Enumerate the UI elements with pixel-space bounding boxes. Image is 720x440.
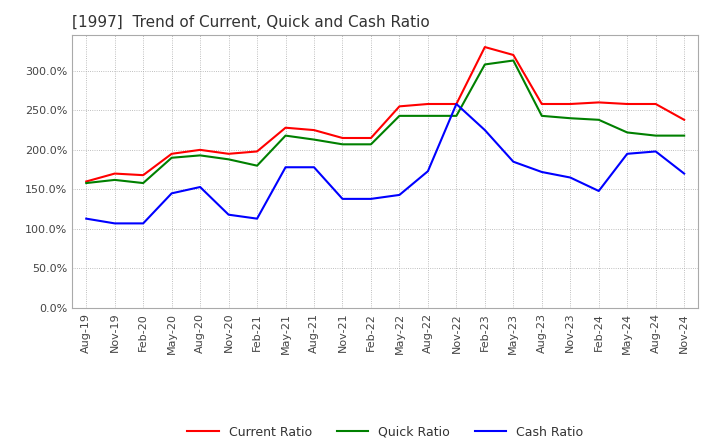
Cash Ratio — [82, 216, 91, 221]
Cash Ratio — [452, 101, 461, 106]
Cash Ratio — [366, 196, 375, 202]
Quick Ratio — [225, 157, 233, 162]
Quick Ratio — [139, 180, 148, 186]
Quick Ratio — [652, 133, 660, 138]
Quick Ratio — [196, 153, 204, 158]
Cash Ratio — [338, 196, 347, 202]
Cash Ratio — [509, 159, 518, 165]
Cash Ratio — [652, 149, 660, 154]
Quick Ratio — [310, 137, 318, 142]
Cash Ratio — [167, 191, 176, 196]
Quick Ratio — [480, 62, 489, 67]
Quick Ratio — [110, 177, 119, 183]
Cash Ratio — [139, 221, 148, 226]
Current Ratio — [623, 101, 631, 106]
Current Ratio — [680, 117, 688, 122]
Cash Ratio — [282, 165, 290, 170]
Quick Ratio — [566, 116, 575, 121]
Current Ratio — [509, 52, 518, 58]
Quick Ratio — [595, 117, 603, 122]
Quick Ratio — [537, 113, 546, 118]
Current Ratio — [196, 147, 204, 153]
Quick Ratio — [82, 180, 91, 186]
Quick Ratio — [282, 133, 290, 138]
Quick Ratio — [395, 113, 404, 118]
Current Ratio — [282, 125, 290, 130]
Current Ratio — [139, 172, 148, 178]
Text: [1997]  Trend of Current, Quick and Cash Ratio: [1997] Trend of Current, Quick and Cash … — [72, 15, 430, 30]
Current Ratio — [537, 101, 546, 106]
Current Ratio — [338, 136, 347, 141]
Cash Ratio — [253, 216, 261, 221]
Cash Ratio — [225, 212, 233, 217]
Line: Quick Ratio: Quick Ratio — [86, 61, 684, 183]
Quick Ratio — [366, 142, 375, 147]
Cash Ratio — [480, 128, 489, 133]
Quick Ratio — [423, 113, 432, 118]
Line: Cash Ratio: Cash Ratio — [86, 104, 684, 224]
Cash Ratio — [623, 151, 631, 157]
Quick Ratio — [509, 58, 518, 63]
Quick Ratio — [253, 163, 261, 169]
Quick Ratio — [623, 130, 631, 135]
Current Ratio — [253, 149, 261, 154]
Cash Ratio — [566, 175, 575, 180]
Current Ratio — [423, 101, 432, 106]
Cash Ratio — [110, 221, 119, 226]
Quick Ratio — [167, 155, 176, 161]
Quick Ratio — [338, 142, 347, 147]
Current Ratio — [595, 100, 603, 105]
Current Ratio — [395, 104, 404, 109]
Cash Ratio — [310, 165, 318, 170]
Cash Ratio — [395, 192, 404, 198]
Quick Ratio — [680, 133, 688, 138]
Current Ratio — [225, 151, 233, 157]
Current Ratio — [566, 101, 575, 106]
Current Ratio — [480, 44, 489, 50]
Current Ratio — [82, 179, 91, 184]
Cash Ratio — [423, 169, 432, 174]
Current Ratio — [652, 101, 660, 106]
Current Ratio — [366, 136, 375, 141]
Cash Ratio — [537, 169, 546, 175]
Line: Current Ratio: Current Ratio — [86, 47, 684, 181]
Legend: Current Ratio, Quick Ratio, Cash Ratio: Current Ratio, Quick Ratio, Cash Ratio — [182, 421, 588, 440]
Cash Ratio — [595, 188, 603, 194]
Current Ratio — [167, 151, 176, 157]
Cash Ratio — [196, 184, 204, 190]
Current Ratio — [310, 128, 318, 133]
Current Ratio — [452, 101, 461, 106]
Quick Ratio — [452, 113, 461, 118]
Current Ratio — [110, 171, 119, 176]
Cash Ratio — [680, 171, 688, 176]
